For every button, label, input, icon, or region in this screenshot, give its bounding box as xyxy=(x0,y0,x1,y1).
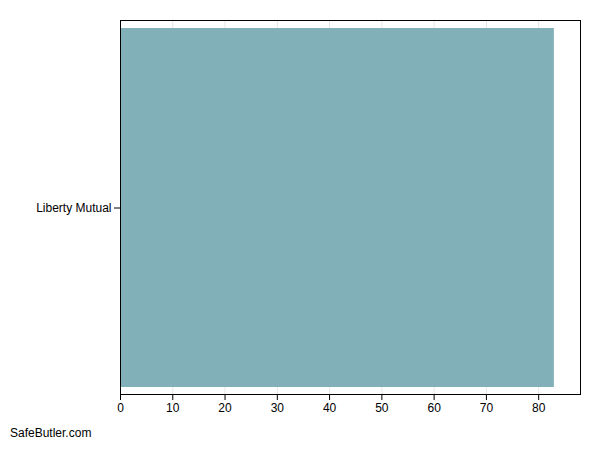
html-text:SafeButler.com: SafeButler.com xyxy=(10,426,92,440)
svg-text:30: 30 xyxy=(271,401,285,415)
svg-text:40: 40 xyxy=(323,401,337,415)
svg-text:20: 20 xyxy=(218,401,232,415)
svg-text:0: 0 xyxy=(117,401,124,415)
svg-text:Liberty Mutual: Liberty Mutual xyxy=(36,201,111,215)
svg-text:80: 80 xyxy=(532,401,546,415)
svg-text:70: 70 xyxy=(480,401,494,415)
svg-text:60: 60 xyxy=(427,401,441,415)
svg-text:50: 50 xyxy=(375,401,389,415)
svg-text:10: 10 xyxy=(166,401,180,415)
